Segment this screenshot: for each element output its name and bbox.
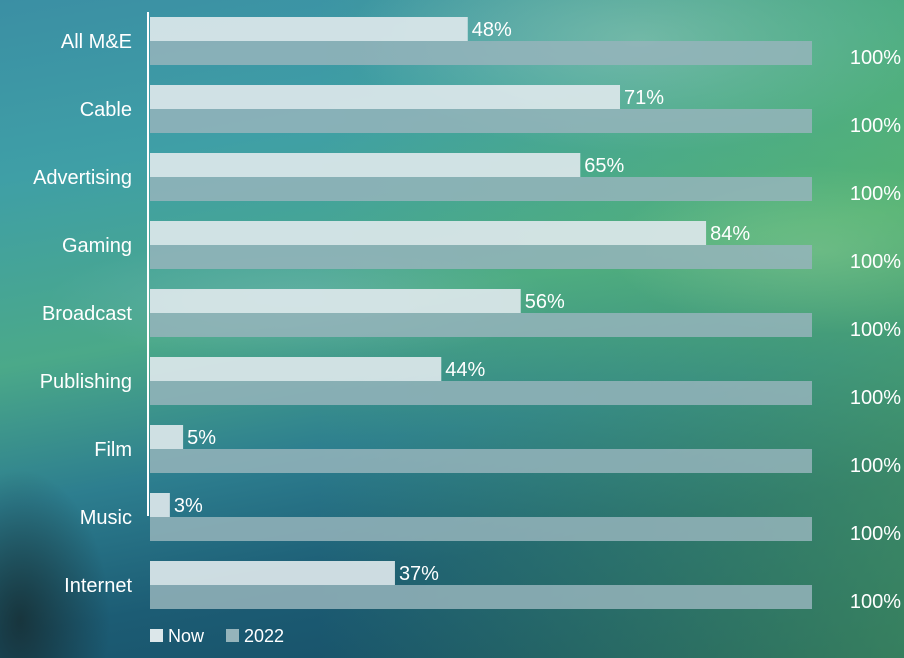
data-label-2022: 100% [850, 115, 901, 137]
background-foreground-shadow [0, 430, 120, 658]
legend-swatch-2022 [226, 629, 239, 642]
bar-2022 [150, 109, 812, 133]
category-label: Gaming [62, 235, 132, 257]
bar-now [150, 153, 581, 177]
bar-now [150, 357, 442, 381]
legend-swatch-now [150, 629, 163, 642]
bar-2022 [150, 449, 812, 473]
category-label: Publishing [40, 371, 132, 393]
category-label: Film [94, 439, 132, 461]
data-label-now: 71% [624, 87, 664, 109]
category-label: Cable [80, 99, 132, 121]
bar-now [150, 289, 521, 313]
bar-now [150, 561, 395, 585]
data-label-now: 37% [399, 563, 439, 585]
bar-now [150, 17, 468, 41]
bar-now [150, 493, 170, 517]
data-label-now: 48% [472, 19, 512, 41]
bar-now [150, 425, 184, 449]
bar-2022 [150, 41, 812, 65]
data-label-2022: 100% [850, 319, 901, 341]
category-label: Music [80, 507, 132, 529]
bar-2022 [150, 381, 812, 405]
data-label-2022: 100% [850, 47, 901, 69]
category-label: Broadcast [42, 303, 132, 325]
legend-label-2022: 2022 [244, 626, 284, 646]
data-label-2022: 100% [850, 251, 901, 273]
bar-2022 [150, 245, 812, 269]
data-label-2022: 100% [850, 591, 901, 613]
data-label-now: 65% [584, 155, 624, 177]
bar-now [150, 221, 707, 245]
bar-2022 [150, 517, 812, 541]
category-label: All M&E [61, 31, 132, 53]
data-label-now: 5% [187, 427, 216, 449]
bar-now [150, 85, 621, 109]
bar-2022 [150, 313, 812, 337]
bar-2022 [150, 177, 812, 201]
data-label-now: 44% [445, 359, 485, 381]
data-label-2022: 100% [850, 183, 901, 205]
data-label-2022: 100% [850, 523, 901, 545]
data-label-2022: 100% [850, 387, 901, 409]
legend-label-now: Now [168, 626, 205, 646]
bar-2022 [150, 585, 812, 609]
chart-marks: All M&E 48% 100% Cable 71% 100% Advertising 65%… [33, 17, 901, 613]
category-label: Advertising [33, 167, 132, 189]
legend: Now 2022 [150, 626, 284, 646]
data-label-now: 56% [525, 291, 565, 313]
category-label: Internet [64, 575, 132, 597]
data-label-2022: 100% [850, 455, 901, 477]
data-label-now: 84% [710, 223, 750, 245]
data-label-now: 3% [174, 495, 203, 517]
